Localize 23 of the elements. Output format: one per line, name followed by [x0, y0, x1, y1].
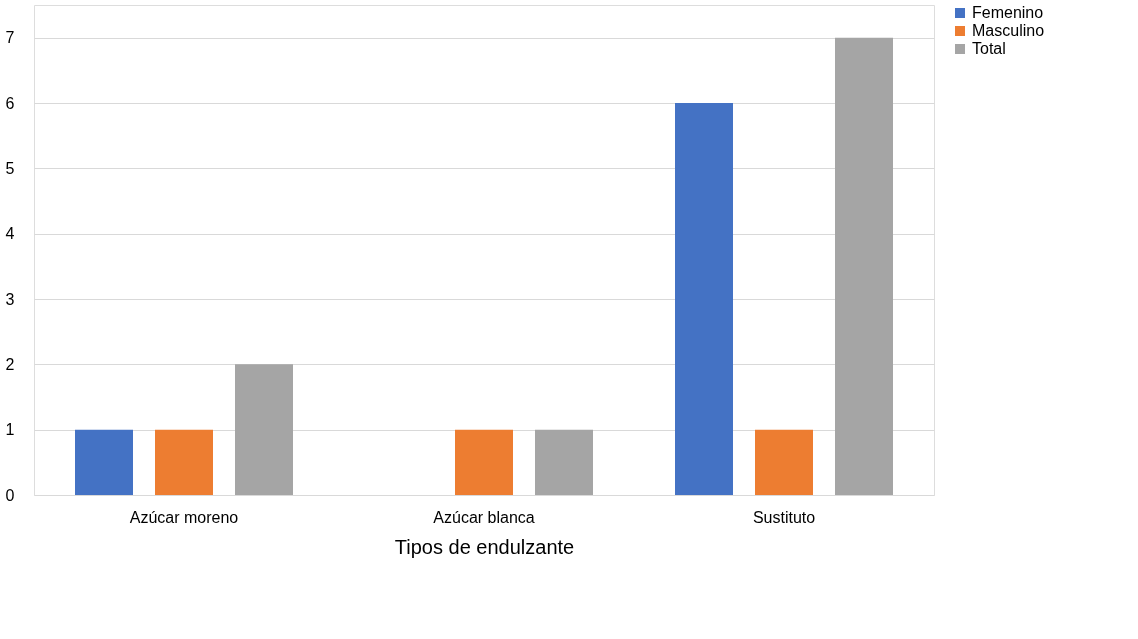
legend-label: Masculino — [972, 22, 1045, 39]
bar — [755, 429, 813, 495]
bar — [235, 364, 293, 495]
y-tick-label: 4 — [5, 225, 15, 243]
x-tick-label: Azúcar moreno — [129, 508, 239, 526]
bar — [675, 103, 733, 495]
legend-label: Femenino — [972, 4, 1044, 21]
y-tick-label: 6 — [5, 94, 15, 112]
bar — [75, 429, 133, 495]
x-axis-title: Tipos de endulzante — [394, 535, 575, 558]
bar — [455, 429, 513, 495]
y-tick-label: 3 — [5, 290, 15, 308]
y-tick-label: 2 — [5, 355, 15, 373]
y-tick-label: 7 — [5, 29, 15, 47]
bar — [155, 429, 213, 495]
bar — [835, 37, 893, 495]
y-tick-label: 0 — [5, 486, 15, 504]
legend-label: Total — [972, 40, 1006, 57]
y-tick-label: 1 — [5, 421, 15, 439]
x-tick-label: Azúcar blanca — [433, 508, 535, 526]
bar — [535, 429, 593, 495]
x-tick-label: Sustituto — [752, 508, 816, 526]
y-tick-label: 5 — [5, 159, 15, 177]
